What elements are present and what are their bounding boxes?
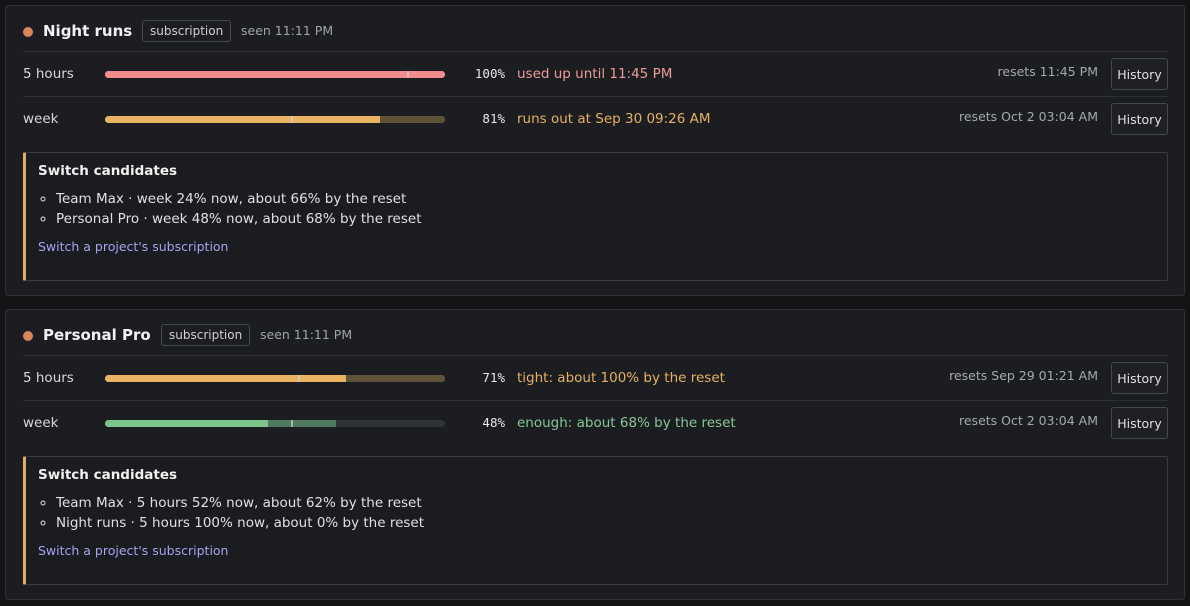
reset-time: resets 11:45 PM [997, 64, 1098, 79]
usage-bar [105, 116, 445, 123]
status-dot [23, 331, 33, 341]
switch-candidates: Switch candidates Team Max · week 24% now… [23, 152, 1168, 281]
seen-time: seen 11:11 PM [241, 23, 334, 38]
usage-fill [105, 71, 445, 78]
window-label: week [23, 415, 59, 431]
seen-time: seen 11:11 PM [260, 327, 353, 342]
usage-row: week 48% enough: about 68% by the reset res… [23, 400, 1168, 445]
status-text: used up until 11:45 PM [517, 66, 673, 82]
history-button[interactable]: History [1111, 58, 1168, 90]
candidate-item: Night runs · 5 hours 100% now, about 0% … [56, 513, 424, 533]
candidate-item: Team Max · 5 hours 52% now, about 62% by… [56, 493, 424, 513]
usage-percent: 71% [482, 370, 505, 385]
status-dot [23, 27, 33, 37]
elapsed-marker [291, 420, 293, 427]
status-text: runs out at Sep 30 09:26 AM [517, 111, 711, 127]
window-label: 5 hours [23, 66, 74, 82]
status-text: tight: about 100% by the reset [517, 370, 725, 386]
reset-time: resets Oct 2 03:04 AM [959, 413, 1098, 428]
usage-fill [105, 116, 381, 123]
candidate-item: Personal Pro · week 48% now, about 68% b… [56, 209, 422, 229]
usage-rows: 5 hours 71% tight: about 100% by the reset… [23, 355, 1168, 445]
usage-percent: 81% [482, 111, 505, 126]
usage-fill [105, 420, 269, 427]
switch-link[interactable]: Switch a project's subscription [38, 239, 229, 254]
subscription-panel: Night runs subscription seen 11:11 PM 5 hou… [5, 5, 1185, 296]
elapsed-marker [406, 71, 409, 78]
reset-time: resets Oct 2 03:04 AM [959, 109, 1098, 124]
reset-time: resets Sep 29 01:21 AM [949, 368, 1098, 383]
usage-percent: 100% [474, 66, 505, 81]
candidate-list: Team Max · week 24% now, about 66% by th… [38, 189, 422, 229]
candidate-list: Team Max · 5 hours 52% now, about 62% by… [38, 493, 424, 533]
usage-row: week 81% runs out at Sep 30 09:26 AM resets… [23, 96, 1168, 141]
window-label: week [23, 111, 59, 127]
usage-row: 5 hours 71% tight: about 100% by the reset… [23, 355, 1168, 400]
subscription-panel: Personal Pro subscription seen 11:11 PM 5 h… [5, 309, 1185, 600]
window-label: 5 hours [23, 370, 74, 386]
status-text: enough: about 68% by the reset [517, 415, 736, 431]
panel-title: Night runs [43, 22, 133, 40]
elapsed-marker [291, 116, 293, 123]
switch-link[interactable]: Switch a project's subscription [38, 543, 229, 558]
usage-bar [105, 71, 445, 78]
panel-title: Personal Pro [43, 326, 151, 344]
elapsed-marker [297, 375, 300, 382]
usage-bar [105, 420, 445, 427]
usage-row: 5 hours 100% used up until 11:45 PM resets … [23, 51, 1168, 96]
usage-percent: 48% [482, 415, 505, 430]
badge: subscription [161, 324, 251, 346]
usage-fill [105, 375, 347, 382]
history-button[interactable]: History [1111, 362, 1168, 394]
candidates-title: Switch candidates [38, 467, 178, 483]
badge: subscription [142, 20, 232, 42]
usage-bar [105, 375, 445, 382]
candidates-title: Switch candidates [38, 163, 178, 179]
usage-rows: 5 hours 100% used up until 11:45 PM resets … [23, 51, 1168, 141]
history-button[interactable]: History [1111, 407, 1168, 439]
history-button[interactable]: History [1111, 103, 1168, 135]
switch-candidates: Switch candidates Team Max · 5 hours 52% … [23, 456, 1168, 585]
candidate-item: Team Max · week 24% now, about 66% by th… [56, 189, 422, 209]
